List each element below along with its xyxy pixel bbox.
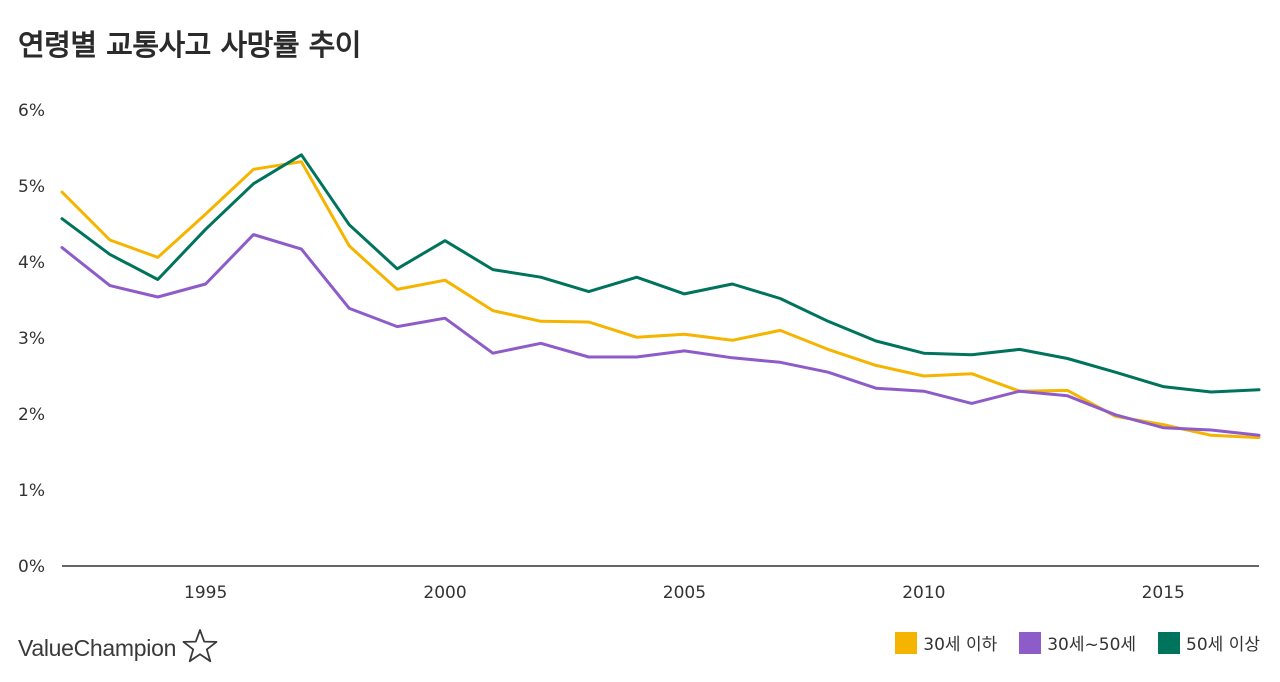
x-tick-label: 2000 bbox=[423, 583, 466, 603]
y-tick-label: 4% bbox=[18, 253, 45, 273]
y-tick-label: 3% bbox=[18, 329, 45, 349]
y-tick-label: 0% bbox=[18, 557, 45, 577]
legend-item-over-50: 50세 이상 bbox=[1158, 630, 1260, 655]
star-icon bbox=[182, 628, 218, 668]
series-line-30-to-50 bbox=[60, 233, 1261, 437]
legend-label-under-30: 30세 이하 bbox=[923, 635, 998, 655]
y-tick-label: 1% bbox=[18, 481, 45, 501]
brand-logo: ValueChampion bbox=[18, 628, 218, 668]
legend-swatch-under-30 bbox=[895, 631, 918, 654]
chart-title: 연령별 교통사고 사망률 추이 bbox=[18, 28, 361, 62]
legend-label-over-50: 50세 이상 bbox=[1186, 635, 1260, 655]
brand-name: ValueChampion bbox=[18, 634, 177, 661]
y-tick-label: 6% bbox=[18, 101, 45, 121]
legend-item-30-to-50: 30세~50세 bbox=[1019, 630, 1136, 655]
y-tick-label: 5% bbox=[18, 177, 45, 197]
x-tick-label: 1995 bbox=[184, 583, 227, 603]
legend-label-30-to-50: 30세~50세 bbox=[1047, 635, 1137, 655]
legend-item-under-30: 30세 이하 bbox=[895, 630, 997, 655]
series-line-under-30 bbox=[60, 160, 1261, 440]
x-tick-label: 2015 bbox=[1142, 583, 1185, 603]
chart-legend: 30세 이하 30세~50세 50세 이상 bbox=[895, 630, 1260, 655]
series-line-over-50 bbox=[60, 153, 1261, 394]
x-tick-label: 2005 bbox=[663, 583, 706, 603]
y-tick-label: 2% bbox=[18, 405, 45, 425]
x-tick-label: 2010 bbox=[902, 583, 945, 603]
legend-swatch-30-to-50 bbox=[1019, 631, 1042, 654]
legend-swatch-over-50 bbox=[1158, 631, 1181, 654]
